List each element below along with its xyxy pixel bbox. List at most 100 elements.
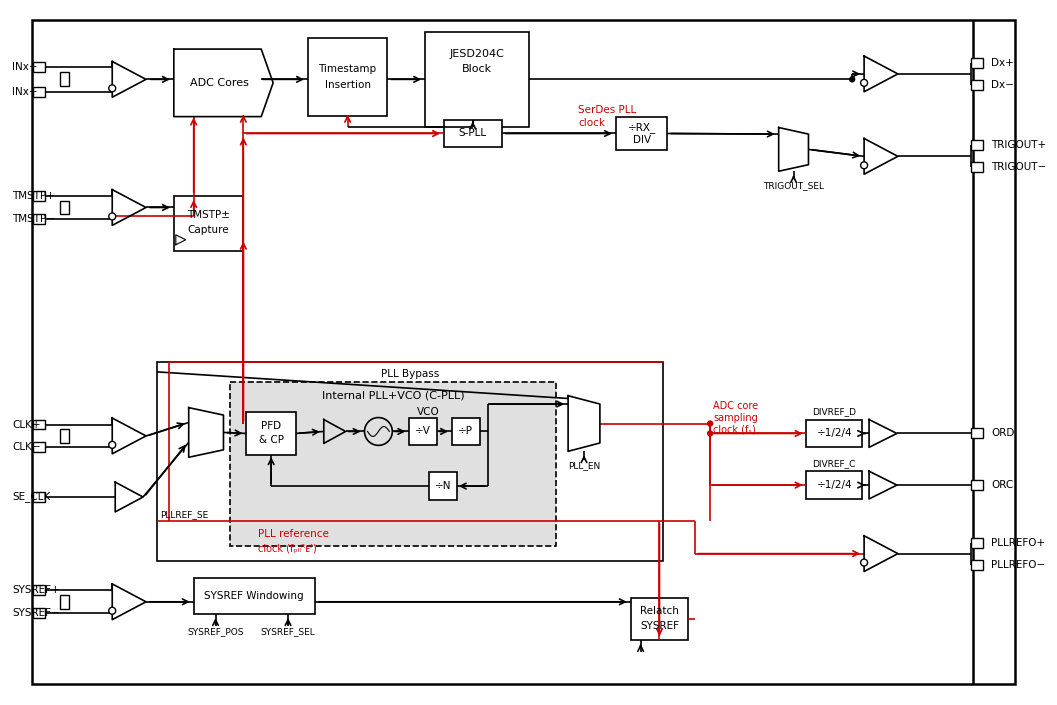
Bar <box>806 471 863 499</box>
Text: VCO: VCO <box>416 407 440 417</box>
Text: TRIGOUT−: TRIGOUT− <box>991 162 1046 172</box>
Text: TMSTP−: TMSTP− <box>12 214 55 224</box>
Text: SYSREF−: SYSREF− <box>12 608 59 618</box>
Text: sampling: sampling <box>713 412 758 422</box>
Text: SE_CLK: SE_CLK <box>12 491 50 503</box>
Circle shape <box>109 85 115 92</box>
Bar <box>971 140 983 150</box>
Text: ÷V: ÷V <box>415 427 431 436</box>
Bar <box>60 73 69 86</box>
Bar <box>308 38 387 116</box>
Text: clock (fₛ): clock (fₛ) <box>713 424 756 434</box>
Polygon shape <box>568 396 600 451</box>
Circle shape <box>109 213 115 220</box>
Text: PLLREF_SE: PLLREF_SE <box>161 510 209 520</box>
Bar <box>33 585 44 595</box>
Text: PFD: PFD <box>261 422 281 431</box>
Bar <box>193 579 315 614</box>
Text: ORD: ORD <box>991 429 1015 439</box>
Text: PLLREFO−: PLLREFO− <box>991 560 1045 570</box>
Polygon shape <box>779 128 809 171</box>
Text: Relatch: Relatch <box>641 606 679 616</box>
Text: SerDes PLL: SerDes PLL <box>578 104 636 115</box>
Text: clock: clock <box>578 118 605 128</box>
Bar <box>230 382 556 546</box>
Text: Dx+: Dx+ <box>991 58 1014 68</box>
Text: CLK+: CLK+ <box>12 419 40 429</box>
Circle shape <box>860 162 868 168</box>
Bar <box>33 608 44 618</box>
Bar <box>425 32 530 126</box>
Bar <box>452 417 480 446</box>
Bar <box>971 480 983 490</box>
Bar <box>33 492 44 502</box>
Bar <box>156 362 664 560</box>
Circle shape <box>860 559 868 566</box>
Bar <box>616 116 667 150</box>
Text: Insertion: Insertion <box>324 80 371 90</box>
Bar <box>971 162 983 172</box>
Bar <box>33 191 44 201</box>
Bar <box>33 62 44 72</box>
Circle shape <box>109 441 115 448</box>
Bar <box>173 196 243 251</box>
Bar <box>60 595 69 608</box>
Polygon shape <box>189 407 223 458</box>
Text: DIV: DIV <box>632 135 651 145</box>
Text: Block: Block <box>462 64 493 74</box>
Bar <box>409 417 437 446</box>
Bar <box>33 214 44 224</box>
Text: ADC Cores: ADC Cores <box>190 78 249 88</box>
Circle shape <box>365 417 392 446</box>
Text: TRIGOUT+: TRIGOUT+ <box>991 140 1046 150</box>
Text: SYSREF Windowing: SYSREF Windowing <box>204 591 304 601</box>
Text: SYSREF_SEL: SYSREF_SEL <box>261 627 315 637</box>
Text: SYSREF: SYSREF <box>639 621 679 631</box>
Text: SYSREF+: SYSREF+ <box>12 585 59 596</box>
Text: clock (fₚₗₗᴿᴇᶠ): clock (fₚₗₗᴿᴇᶠ) <box>258 544 317 553</box>
Text: DIVREF_C: DIVREF_C <box>813 459 856 467</box>
Text: INx−: INx− <box>12 87 38 97</box>
Text: ÷N: ÷N <box>434 481 451 491</box>
Text: PLLREFO+: PLLREFO+ <box>991 538 1045 548</box>
Bar <box>429 472 457 500</box>
Text: Timestamp: Timestamp <box>318 64 376 74</box>
Text: ORC: ORC <box>991 480 1014 490</box>
Text: INx+: INx+ <box>12 62 37 72</box>
Text: PLL reference: PLL reference <box>258 529 329 539</box>
Bar <box>806 419 863 448</box>
Polygon shape <box>173 49 273 116</box>
Bar <box>971 429 983 439</box>
Bar <box>444 120 502 147</box>
Bar <box>33 442 44 453</box>
Bar <box>60 200 69 214</box>
Text: CLK−: CLK− <box>12 442 40 453</box>
Text: JESD204C: JESD204C <box>450 49 504 59</box>
Text: Capture: Capture <box>188 226 229 235</box>
Text: ÷RX_: ÷RX_ <box>628 122 655 133</box>
Circle shape <box>850 77 855 82</box>
Text: S-PLL: S-PLL <box>459 128 487 138</box>
Text: PLL_EN: PLL_EN <box>568 461 600 470</box>
Text: ADC core: ADC core <box>713 400 758 410</box>
Circle shape <box>860 80 868 86</box>
Text: ÷P: ÷P <box>459 427 474 436</box>
Text: Dx−: Dx− <box>991 80 1014 90</box>
Bar <box>971 80 983 90</box>
Text: SYSREF_POS: SYSREF_POS <box>187 627 244 637</box>
Circle shape <box>708 421 712 426</box>
Text: PLL Bypass: PLL Bypass <box>382 369 440 379</box>
Bar <box>971 58 983 68</box>
Bar <box>971 560 983 570</box>
Circle shape <box>708 431 712 436</box>
Bar <box>631 599 688 640</box>
Text: ÷1/2/4: ÷1/2/4 <box>816 429 852 439</box>
Text: Internal PLL+VCO (C-PLL): Internal PLL+VCO (C-PLL) <box>322 391 465 400</box>
Bar <box>33 419 44 429</box>
Circle shape <box>109 607 115 614</box>
Text: TRIGOUT_SEL: TRIGOUT_SEL <box>763 180 824 190</box>
Text: DIVREF_D: DIVREF_D <box>812 407 856 416</box>
Text: & CP: & CP <box>259 436 283 446</box>
Text: TMSTP±: TMSTP± <box>187 210 230 221</box>
Bar <box>246 412 296 455</box>
